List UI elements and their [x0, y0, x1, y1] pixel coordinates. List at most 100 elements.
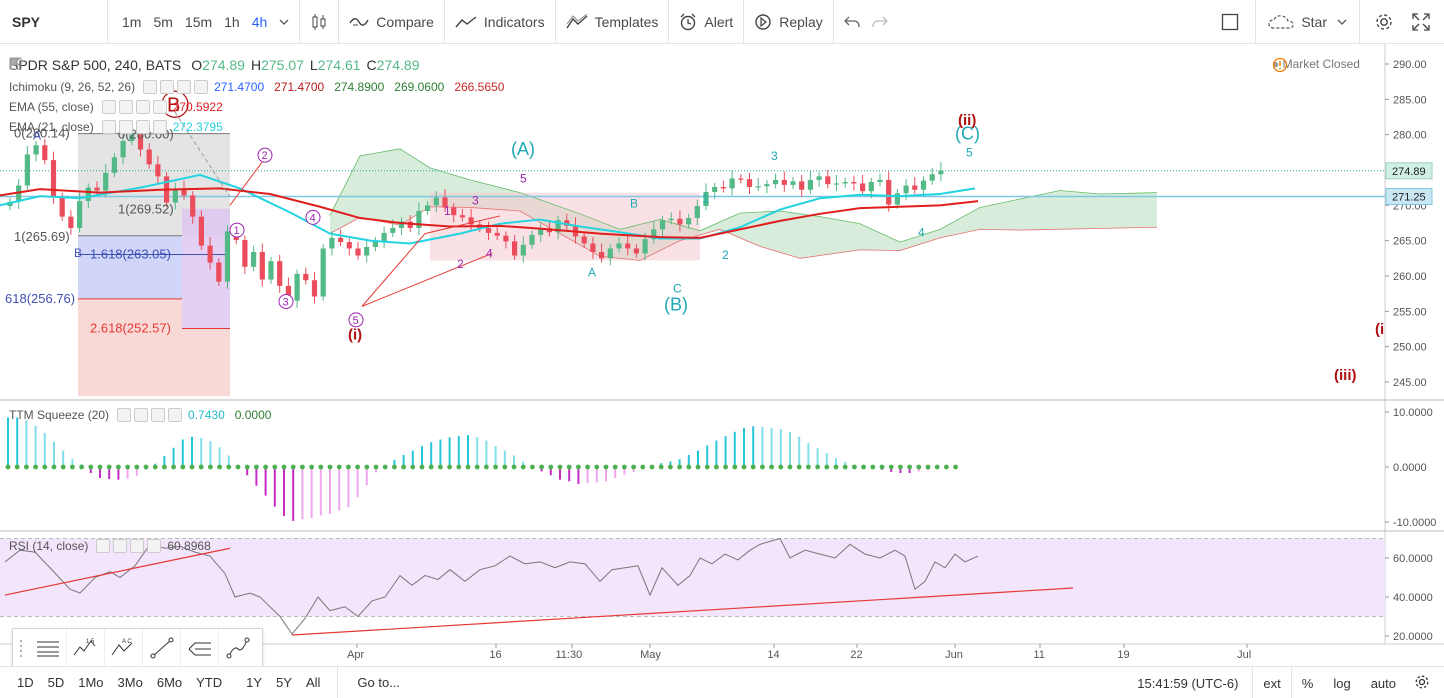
replay-button[interactable]: Replay: [748, 0, 829, 44]
candle-body: [894, 193, 900, 205]
price-chart-svg[interactable]: 0(280.14) 0(280.00)1(269.52)1(265.69)1.61…: [0, 44, 1444, 666]
candle: [198, 210, 204, 250]
fullscreen-layout-button[interactable]: [1209, 0, 1251, 44]
candle-body: [668, 218, 674, 221]
price-tick-label: 255.00: [1393, 306, 1427, 318]
interval-1h[interactable]: 1h: [224, 13, 240, 30]
chart-area[interactable]: 0(280.14) 0(280.00) 1(269.52) 1(265.69) 1.61…: [0, 44, 1444, 666]
candle-body: [842, 182, 848, 184]
rsi-tick-label: 60.0000: [1393, 553, 1433, 565]
ttm-squeeze-dot: [723, 464, 728, 470]
range-1y[interactable]: 1Y: [246, 675, 263, 690]
legend-controls[interactable]: [96, 539, 162, 553]
ttm-squeeze-dot: [198, 464, 204, 470]
range-6mo[interactable]: 6Mo: [156, 675, 183, 690]
drag-handle[interactable]: [13, 629, 29, 667]
interval-1m[interactable]: 1m: [122, 13, 142, 30]
alert-label: Alert: [704, 13, 734, 30]
trend-line-tool[interactable]: [143, 629, 181, 667]
wave-a-label: (A): [511, 139, 535, 159]
clock-time[interactable]: 15:41:59 (UTC-6): [1137, 675, 1239, 691]
rsi-trendline: [291, 587, 1074, 636]
symbol-search[interactable]: SPY: [0, 0, 108, 44]
candle: [842, 177, 848, 188]
legend-controls[interactable]: [101, 100, 167, 114]
bottom-bar: 1D 5D 1Mo 3Mo 6Mo YTD 1Y 5Y All Go to...…: [0, 666, 1444, 698]
ttm-squeeze-dot: [594, 464, 600, 470]
templates-button[interactable]: Templates: [560, 0, 665, 44]
candle: [120, 134, 126, 165]
candle: [833, 174, 840, 192]
candle: [242, 235, 248, 274]
indicators-button[interactable]: Indicators: [449, 0, 551, 44]
candle-body: [433, 197, 439, 206]
alert-button[interactable]: Alert: [673, 0, 739, 44]
chart-type-button[interactable]: [304, 0, 334, 44]
elliott-correction-tool[interactable]: A C: [105, 629, 143, 667]
ttm-squeeze-dot: [226, 464, 232, 470]
ema55-value: 270.5922: [172, 100, 223, 114]
interval-dropdown[interactable]: [273, 0, 295, 44]
candle-body: [50, 160, 57, 197]
range-1mo[interactable]: 1Mo: [78, 675, 104, 690]
time-tick-label: 11:30: [556, 649, 583, 661]
auto-toggle[interactable]: auto: [1370, 675, 1396, 691]
ttm-squeeze-dot: [833, 464, 839, 470]
ext-toggle[interactable]: ext: [1263, 675, 1281, 691]
high-value: 275.07: [261, 57, 304, 73]
candle: [625, 235, 631, 256]
legend-controls[interactable]: [101, 120, 167, 134]
range-ytd[interactable]: YTD: [196, 675, 223, 690]
legend-controls[interactable]: [143, 80, 209, 94]
pitchfork-tool[interactable]: [181, 629, 219, 667]
ttm-squeeze-dot: [806, 464, 811, 470]
range-5d[interactable]: 5D: [47, 675, 65, 690]
last-price-badge: [1385, 162, 1433, 180]
abc-wave-icon: A C: [111, 639, 132, 656]
candle-body: [877, 179, 883, 183]
candle-body: [198, 216, 204, 246]
candle: [494, 224, 500, 240]
ttm-squeeze-dot: [870, 464, 876, 470]
range-1d[interactable]: 1D: [17, 675, 34, 690]
fullscreen-button[interactable]: [1404, 0, 1444, 44]
interval-15m[interactable]: 15m: [184, 13, 213, 30]
settings-button[interactable]: [1364, 0, 1404, 44]
wave-small-label: A: [33, 129, 41, 143]
goto-button[interactable]: Go to...: [357, 675, 401, 690]
elliott-impulse-tool[interactable]: 1 5: [67, 629, 105, 667]
range-all[interactable]: All: [305, 675, 321, 690]
candle: [703, 183, 709, 211]
ttm-squeeze-dot: [79, 464, 84, 470]
interval-5m[interactable]: 5m: [153, 13, 173, 30]
ttm-squeeze-dot: [732, 464, 738, 470]
candle-body: [451, 207, 457, 216]
candle-body: [329, 237, 335, 249]
candle-body: [425, 205, 431, 211]
path-icon: [226, 637, 250, 659]
save-star-button[interactable]: Star: [1260, 0, 1355, 44]
candle-body: [285, 285, 291, 301]
undo-button[interactable]: [838, 0, 866, 44]
axis-settings-button[interactable]: [1406, 674, 1444, 693]
candle-body: [746, 179, 753, 187]
redo-button[interactable]: [866, 0, 894, 44]
interval-4h[interactable]: 4h: [251, 13, 268, 30]
wave-iii-label: (iii): [1334, 367, 1357, 384]
candle-body: [242, 239, 248, 267]
path-tool[interactable]: [219, 629, 257, 667]
compare-button[interactable]: Compare: [343, 0, 440, 44]
ttm-squeeze-dot: [907, 464, 912, 470]
candle-body: [85, 187, 91, 202]
log-toggle[interactable]: log: [1333, 675, 1351, 691]
wave-small-label: B: [630, 196, 638, 210]
candle-body: [381, 232, 387, 242]
horizontal-lines-tool[interactable]: [29, 629, 67, 667]
ttm-squeeze-dot: [51, 464, 57, 470]
percent-toggle[interactable]: %: [1301, 675, 1314, 691]
legend-controls[interactable]: [117, 408, 183, 422]
range-3mo[interactable]: 3Mo: [117, 675, 143, 690]
range-5y[interactable]: 5Y: [276, 675, 292, 690]
candle: [216, 258, 222, 286]
price-tick-label: 250.00: [1393, 342, 1427, 354]
